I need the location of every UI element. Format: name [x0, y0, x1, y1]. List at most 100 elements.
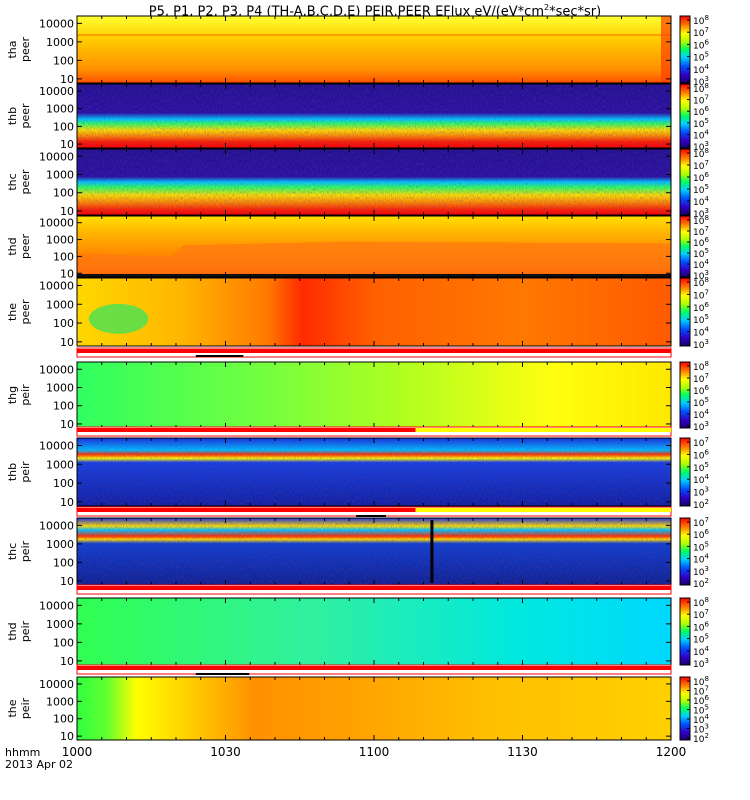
panel-label-probe: thb [6, 463, 19, 481]
colorbar-label: 105 [693, 51, 709, 64]
colorbar-label: 106 [693, 236, 709, 249]
colorbar-label: 104 [693, 258, 709, 271]
y-tick-label: 10000 [39, 85, 74, 98]
panel-label-probe: thc [6, 543, 19, 560]
y-tick-label: 10 [60, 730, 74, 743]
y-tick-label: 100 [53, 477, 74, 490]
colorbar-label: 104 [693, 645, 709, 658]
y-tick-label: 1000 [46, 298, 74, 311]
colorbar-label: 105 [693, 183, 709, 196]
colorbar-label: 106 [693, 384, 709, 397]
colorbar-label: 105 [693, 313, 709, 326]
y-tick-label: 100 [53, 120, 74, 133]
colorbar-label: 106 [693, 448, 709, 461]
y-tick-label: 10 [60, 575, 74, 588]
y-tick-label: 10000 [39, 217, 74, 230]
status-bar-fill [77, 508, 416, 512]
colorbar-label: 104 [693, 408, 709, 421]
colorbar [679, 437, 691, 507]
spectrogram-region [77, 241, 671, 277]
panel-label-probe: thb [6, 107, 19, 125]
colorbar-label: 106 [693, 694, 709, 707]
colorbar-label: 105 [693, 247, 709, 260]
colorbar-label: 107 [693, 26, 709, 39]
y-tick-label: 100 [53, 713, 74, 726]
colorbar-label: 104 [693, 128, 709, 141]
colorbar-label: 103 [693, 420, 709, 433]
spectrogram-image [77, 598, 671, 665]
x-tick-label: 1130 [507, 745, 538, 759]
x-axis-unit: hhmm [5, 746, 40, 759]
y-tick-label: 1000 [46, 168, 74, 181]
x-tick-label: 1100 [359, 745, 390, 759]
x-tick-label: 1000 [62, 745, 93, 759]
panel-label-species: peer [19, 299, 32, 325]
colorbar [679, 277, 691, 347]
y-tick-label: 1000 [46, 538, 74, 551]
colorbar [679, 676, 691, 741]
colorbar-label: 105 [693, 117, 709, 130]
colorbar-label: 107 [693, 94, 709, 107]
y-tick-label: 10000 [39, 678, 74, 691]
colorbar-label: 107 [693, 685, 709, 698]
y-tick-label: 10 [60, 655, 74, 668]
colorbar-label: 107 [693, 159, 709, 172]
status-bar-fill [77, 586, 671, 590]
x-tick-label: 1200 [656, 745, 687, 759]
colorbar-label: 107 [693, 225, 709, 238]
colorbar-label: 103 [693, 207, 709, 220]
y-tick-label: 10000 [39, 279, 74, 292]
colorbar-label: 104 [693, 473, 709, 486]
y-tick-label: 10000 [39, 150, 74, 163]
colorbar-label: 104 [693, 195, 709, 208]
colorbar-label: 105 [693, 461, 709, 474]
colorbar-label: 108 [693, 14, 709, 27]
data-gap-spike [430, 520, 434, 583]
colorbar-label: 107 [693, 372, 709, 385]
y-tick-label: 10 [60, 496, 74, 509]
spectrogram-image [77, 16, 671, 83]
status-bar-marker [356, 515, 386, 517]
panel-label-probe: thd [6, 237, 19, 255]
colorbar [679, 215, 691, 278]
colorbar-label: 103 [693, 75, 709, 88]
status-bar-fill [77, 666, 671, 670]
panel-label-species: peir [19, 697, 32, 719]
y-tick-label: 10000 [39, 599, 74, 612]
colorbar-label: 108 [693, 596, 709, 609]
colorbar-label: 102 [693, 577, 709, 590]
colorbar-label: 104 [693, 713, 709, 726]
x-axis-date: 2013 Apr 02 [5, 758, 73, 771]
panel-label-species: peer [19, 234, 32, 260]
status-bar [76, 664, 672, 675]
colorbar-label: 104 [693, 63, 709, 76]
colorbar [679, 597, 691, 666]
panel-label-probe: thg [6, 386, 19, 404]
spectrogram-noise [77, 84, 671, 148]
y-tick-label: 100 [53, 187, 74, 200]
colorbar-label: 108 [693, 675, 709, 688]
spectrogram-noise [77, 438, 671, 506]
colorbar-label: 108 [693, 214, 709, 227]
colorbar-label: 105 [693, 633, 709, 646]
colorbar [679, 361, 691, 429]
spectrogram-image [77, 362, 671, 428]
colorbar-label: 108 [693, 360, 709, 373]
y-tick-label: 10 [60, 73, 74, 86]
colorbar-label: 106 [693, 620, 709, 633]
colorbar-label: 107 [693, 516, 709, 529]
y-tick-label: 1000 [46, 618, 74, 631]
colorbar [679, 83, 691, 149]
colorbar-label: 106 [693, 301, 709, 314]
y-tick-label: 10 [60, 418, 74, 431]
status-bar [76, 584, 672, 595]
status-bar-fill-alt [415, 428, 671, 432]
y-tick-label: 1000 [46, 695, 74, 708]
colorbar-label: 108 [693, 276, 709, 289]
